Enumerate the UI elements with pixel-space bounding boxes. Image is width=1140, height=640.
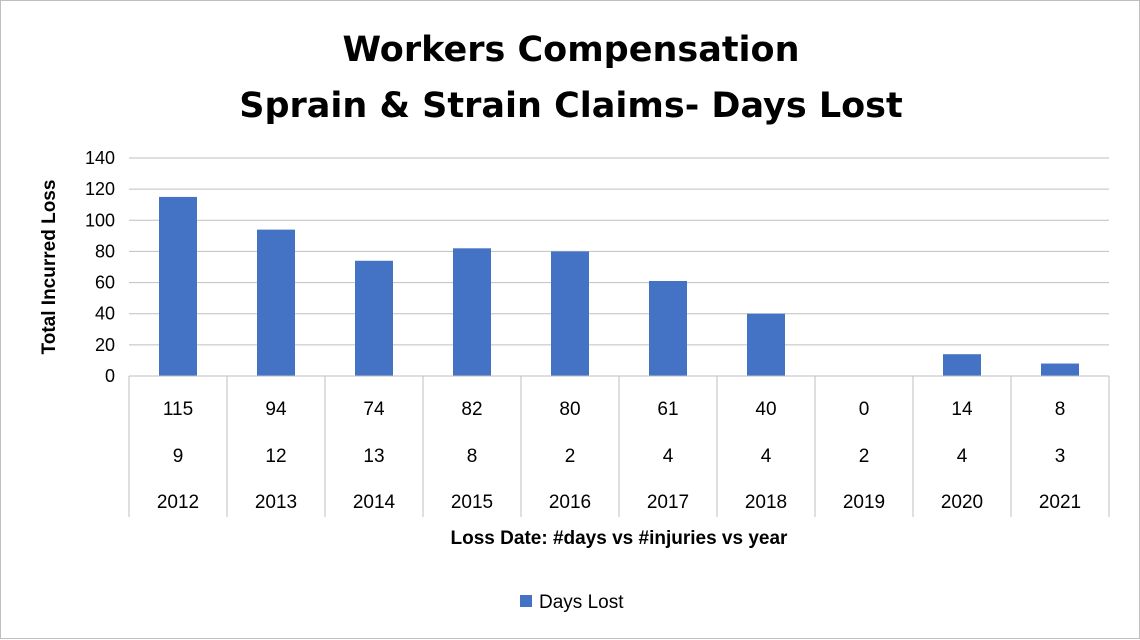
bar (257, 229, 295, 376)
table-cell: 9 (173, 446, 184, 467)
table-cell: 74 (363, 399, 385, 420)
table-cell: 3 (1055, 446, 1066, 467)
table-cell: 4 (663, 446, 674, 467)
table-cell: 2019 (843, 492, 885, 513)
table-cell: 8 (1055, 399, 1066, 420)
y-tick-label: 100 (85, 210, 115, 230)
table-cell: 4 (761, 446, 772, 467)
chart-title-line-1: Workers Compensation (342, 30, 799, 70)
table-cell: 14 (951, 399, 973, 420)
y-tick-label: 40 (95, 304, 115, 324)
table-cell: 2017 (647, 492, 689, 513)
table-cell: 2 (565, 446, 576, 467)
x-axis-title: Loss Date: #days vs #injuries vs year (451, 528, 789, 549)
y-tick-label: 20 (95, 335, 115, 355)
table-cell: 2021 (1039, 492, 1081, 513)
table-cell: 13 (363, 446, 384, 467)
table-cell: 4 (957, 446, 968, 467)
table-cell: 0 (859, 399, 870, 420)
legend-label: Days Lost (539, 592, 624, 613)
table-cell: 2016 (549, 492, 591, 513)
table-cell: 80 (559, 399, 580, 420)
table-cell: 40 (755, 399, 776, 420)
legend-swatch (520, 595, 532, 607)
table-cell: 2020 (941, 492, 983, 513)
y-tick-label: 120 (85, 179, 115, 199)
bar (355, 260, 393, 376)
bar (943, 354, 981, 376)
table-cell: 8 (467, 446, 478, 467)
table-cell: 94 (265, 399, 287, 420)
table-cell: 61 (657, 399, 678, 420)
table-cell: 2012 (157, 492, 199, 513)
table-cell: 12 (265, 446, 286, 467)
table-cell: 115 (163, 399, 193, 420)
y-tick-label: 60 (95, 273, 115, 293)
y-axis-title: Total Incurred Loss (39, 180, 60, 355)
table-cell: 2013 (255, 492, 297, 513)
bar (453, 248, 491, 376)
bar (747, 313, 785, 376)
table-cell: 82 (461, 399, 482, 420)
table-cell: 2015 (451, 492, 493, 513)
bar (551, 251, 589, 376)
table-cell: 2 (859, 446, 870, 467)
y-tick-label: 80 (95, 241, 115, 261)
y-tick-label: 0 (105, 366, 115, 386)
bar (1041, 363, 1079, 376)
bar (649, 281, 687, 376)
table-cell: 2014 (353, 492, 396, 513)
chart-title-line-2: Sprain & Strain Claims- Days Lost (239, 86, 903, 126)
bar (159, 196, 197, 376)
y-tick-label: 140 (85, 148, 115, 168)
table-cell: 2018 (745, 492, 787, 513)
